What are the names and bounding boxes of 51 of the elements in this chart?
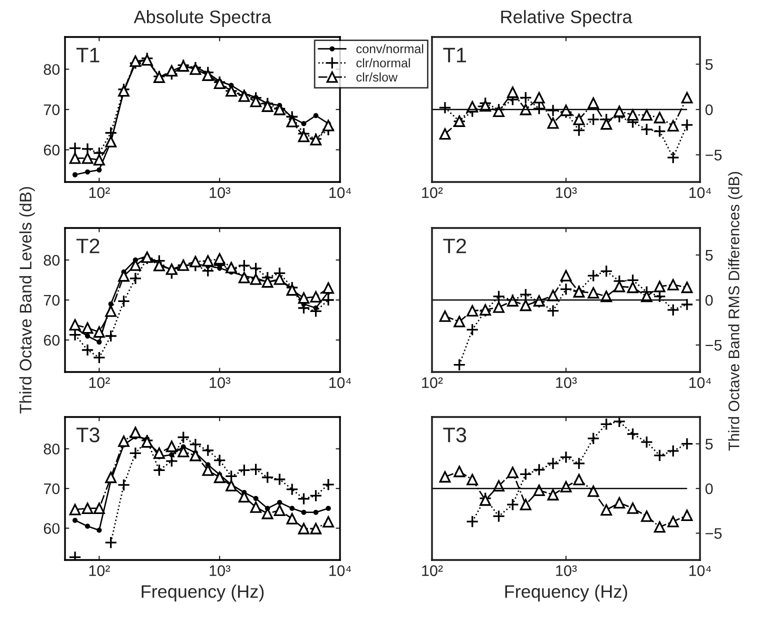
x-tick-label: 10⁴ [689, 565, 712, 576]
y2-tick-label: −5 [706, 528, 722, 539]
legend-label: clr/slow [356, 72, 398, 82]
x-tick-label: 10² [89, 187, 110, 198]
y2-tick-label: 5 [705, 250, 713, 261]
annotation: T2 [443, 238, 466, 254]
y-axis-title: Third Octave Band Levels (dB) [19, 187, 35, 414]
x-axis-title: Frequency (Hz) [142, 584, 264, 602]
x-tick-label: 10² [422, 187, 443, 198]
x-tick-label: 10² [422, 565, 443, 576]
y2-axis-title: Third Octave Band RMS Differences (dB) [728, 172, 742, 451]
x-tick-label: 10⁴ [329, 187, 352, 198]
chart-title: Relative Spectra [501, 10, 632, 27]
y2-tick-label: −5 [706, 150, 722, 160]
y-tick-label: 60 [44, 523, 60, 534]
x-tick-label: 10⁴ [689, 187, 712, 198]
x-tick-label: 10³ [210, 565, 230, 576]
x-tick-label: 10³ [556, 187, 577, 198]
x-tick-label: 10⁴ [689, 377, 712, 388]
x-tick-label: 10³ [556, 377, 577, 388]
y2-tick-label: 5 [705, 59, 713, 70]
chart-title: Absolute Spectra [134, 10, 272, 27]
y2-tick-label: 0 [705, 104, 713, 116]
y2-tick-label: 5 [705, 438, 713, 450]
x-tick-label: 10⁴ [329, 565, 352, 576]
x-axis-title: Frequency (Hz) [505, 584, 628, 602]
y-tick-label: 70 [44, 104, 60, 116]
annotation: T1 [76, 48, 100, 62]
y-tick-label: 70 [44, 483, 60, 494]
legend-label: clr/normal [356, 58, 410, 68]
y2-tick-label: 0 [705, 294, 713, 306]
annotation: T2 [76, 238, 100, 254]
x-tick-label: 10² [89, 565, 110, 576]
x-tick-label: 10⁴ [329, 377, 352, 388]
y-tick-label: 60 [44, 144, 60, 156]
y-tick-label: 60 [44, 334, 60, 346]
x-tick-label: 10³ [556, 565, 577, 576]
x-tick-label: 10³ [210, 187, 230, 198]
y-tick-label: 80 [44, 254, 60, 266]
legend-label: conv/normal [356, 44, 424, 54]
annotation: T3 [443, 428, 466, 442]
y2-tick-label: −5 [706, 340, 722, 351]
x-tick-label: 10² [89, 377, 110, 388]
x-tick-label: 10³ [210, 377, 230, 388]
y2-tick-label: 0 [705, 483, 713, 494]
annotation: T3 [76, 428, 100, 442]
y-tick-label: 80 [44, 64, 60, 75]
annotation: T1 [443, 48, 466, 62]
x-tick-label: 10² [422, 377, 443, 388]
y-tick-label: 80 [44, 444, 60, 454]
y-tick-label: 70 [44, 294, 60, 306]
